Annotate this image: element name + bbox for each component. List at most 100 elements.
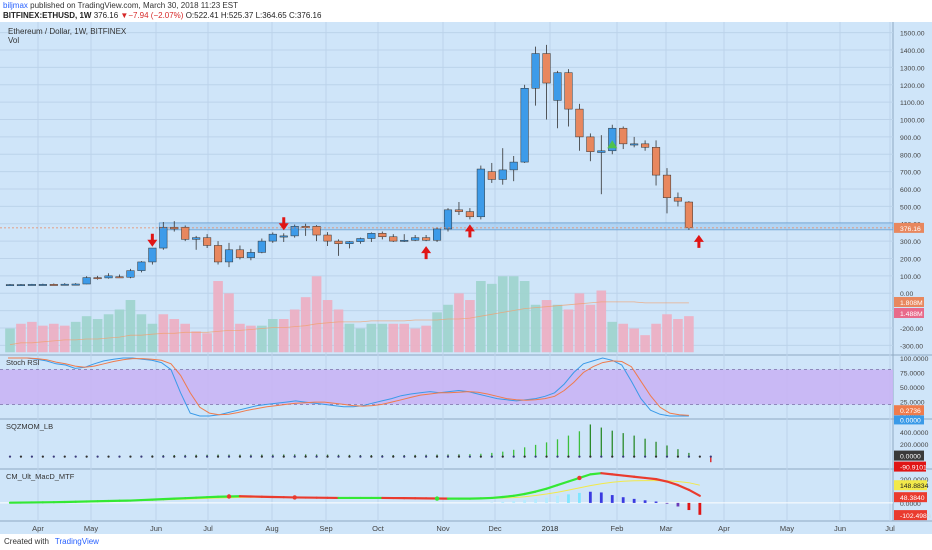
volume-bar	[366, 323, 377, 353]
volume-bar	[246, 325, 256, 353]
last-price-badge	[894, 222, 924, 233]
volume-bar	[191, 331, 201, 353]
candle-body	[115, 276, 124, 279]
candle-body	[104, 275, 113, 279]
y-tick-label: 25.0000	[900, 400, 925, 407]
volume-bar	[684, 316, 694, 353]
squeeze-dot	[468, 455, 471, 458]
candle-body	[619, 127, 628, 145]
x-tick-label: Jun	[834, 524, 846, 533]
created-text: Created with	[4, 537, 49, 546]
volume-bar	[552, 304, 563, 353]
sqz-zero-label: 0.0000	[900, 454, 921, 461]
candle-body	[389, 236, 398, 242]
macd-line-segment	[589, 472, 603, 476]
volume-bar	[114, 309, 125, 353]
squeeze-dot	[326, 455, 329, 458]
volume-bar	[476, 281, 486, 353]
candle-body	[38, 284, 47, 286]
candle-body	[159, 226, 168, 249]
volume-value-label: 1.488M	[900, 311, 923, 318]
y-tick-label: 1400.00	[900, 48, 925, 55]
sqz-last-label: -90.9101	[900, 465, 927, 472]
squeeze-dot	[173, 455, 176, 458]
candle-body	[586, 136, 595, 152]
macd-histogram-bar	[578, 492, 581, 503]
footer: Created with TradingView	[0, 534, 932, 550]
volume-bar	[27, 321, 37, 353]
y-tick-label: 900.00	[900, 135, 921, 142]
squeeze-dot	[249, 455, 252, 458]
macd-line-segment	[534, 487, 548, 493]
candle-body	[597, 150, 606, 153]
squeeze-dot	[600, 455, 603, 458]
volume-bar	[454, 293, 464, 353]
volume-bar	[224, 293, 234, 353]
y-tick-label: 100.0000	[900, 356, 929, 363]
y-tick-label: 1200.00	[900, 83, 925, 90]
stoch-k-line	[8, 357, 689, 417]
volume-bar	[651, 323, 661, 353]
volume-bar	[147, 323, 158, 353]
squeeze-dot	[195, 455, 198, 458]
high-value: H:525.37	[220, 11, 254, 20]
volume-bar	[574, 293, 585, 353]
squeeze-dot	[698, 455, 701, 458]
candle-body	[422, 237, 431, 241]
y-tick-label: 100.00	[900, 274, 921, 281]
squeeze-dot	[644, 455, 647, 458]
macd-histogram-bar	[632, 498, 636, 503]
volume-bar	[235, 323, 245, 353]
volume-bar	[180, 323, 190, 353]
author-link[interactable]: biljmax	[3, 1, 28, 10]
y-tick-label: 800.00	[900, 152, 921, 159]
macd-line-segment	[611, 473, 625, 477]
volume-ma-line	[9, 301, 689, 346]
volume-bar	[257, 325, 267, 353]
publisher-line: biljmax published on TradingView.com, Ma…	[3, 1, 238, 10]
macd-line-segment	[490, 495, 504, 500]
squeeze-dot	[512, 455, 515, 458]
candle-body	[224, 249, 234, 263]
squeeze-dot	[446, 455, 450, 458]
macd-line-segment	[665, 480, 680, 487]
volume-bar	[432, 312, 442, 353]
candle-body	[498, 169, 507, 180]
volume-bar	[344, 323, 355, 353]
squeeze-dot	[74, 455, 77, 458]
candle-body	[214, 245, 223, 263]
volume-bar	[92, 319, 103, 353]
x-tick-label: Apr	[32, 524, 44, 533]
sqzmom-title: SQZMOM_LB	[6, 422, 53, 431]
squeeze-dot	[184, 455, 187, 458]
candle-body	[641, 143, 650, 148]
y-tick-label: 0.00	[900, 291, 913, 298]
candle-body	[553, 72, 562, 101]
y-tick-label: 1000.00	[900, 118, 925, 125]
candle-body	[400, 239, 409, 242]
chart-area[interactable]: Stoch RSI SQZMOM_LB CM_Ult_MacD_MTF Apr M…	[0, 22, 932, 534]
candle-body	[575, 108, 584, 138]
x-tick-label: Aug	[265, 524, 278, 533]
x-tick-label: 2018	[542, 524, 559, 533]
tradingview-logo[interactable]: TradingView	[54, 537, 99, 546]
squeeze-dot	[567, 455, 570, 458]
candle-body	[16, 284, 25, 286]
chart-title: Ethereum / Dollar, 1W, BITFINEX	[8, 27, 127, 36]
macd-value-label: 48.3840	[900, 495, 925, 502]
y-tick-label: 600.00	[900, 187, 921, 194]
y-tick-label: 700.00	[900, 170, 921, 177]
close-value: C:376.16	[288, 11, 322, 20]
macd-value-badge	[894, 480, 927, 491]
squeeze-dot	[622, 455, 625, 458]
volume-bar	[563, 309, 574, 353]
candle-body	[323, 234, 332, 242]
header-bar: biljmax published on TradingView.com, Ma…	[0, 0, 932, 22]
candle-body	[531, 53, 540, 89]
macd-histogram-bar	[545, 497, 548, 503]
last-price-label: 376.16	[900, 226, 921, 233]
stoch-d-line	[8, 357, 689, 416]
volume-bar	[497, 276, 508, 353]
squeeze-dot	[129, 455, 132, 458]
y-tick-label: -200.00	[900, 326, 923, 333]
